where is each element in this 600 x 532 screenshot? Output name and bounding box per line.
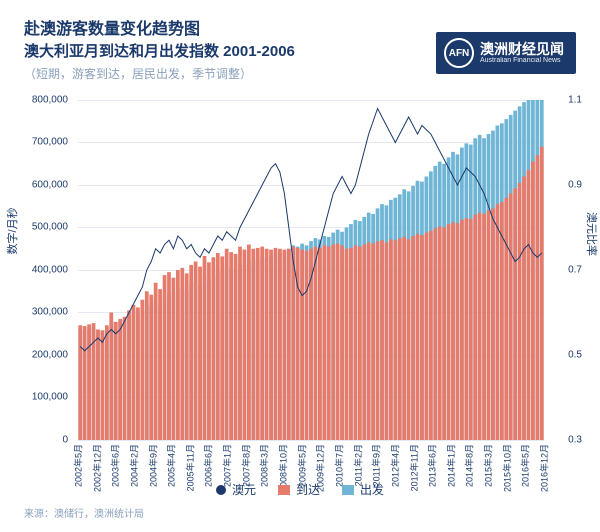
y-left-tick: 300,000 bbox=[18, 307, 68, 318]
legend: 澳元 到达 出发 bbox=[0, 481, 600, 498]
y-left-axis: 0100,000200,000300,000400,000500,000600,… bbox=[18, 100, 78, 440]
y-right-title: 澳元比率 bbox=[584, 212, 600, 256]
brand-logo: AFN 澳洲财经见闻 Australian Financial News bbox=[436, 32, 576, 74]
chart-container: 赴澳游客数量变化趋势图 澳大利亚月到达和月出发指数 2001-2006 （短期，… bbox=[0, 0, 600, 532]
y-left-tick: 600,000 bbox=[18, 179, 68, 190]
legend-item: 澳元 bbox=[216, 481, 256, 498]
y-left-tick: 400,000 bbox=[18, 264, 68, 275]
y-right-tick: 0.3 bbox=[568, 434, 582, 445]
legend-item: 出发 bbox=[342, 481, 384, 498]
legend-swatch bbox=[216, 485, 226, 495]
logo-cn: 澳洲财经见闻 bbox=[480, 42, 564, 57]
x-axis: 2002年5月2002年12月2003年6月2004年2月2004年9月2005… bbox=[78, 440, 544, 520]
logo-en: Australian Financial News bbox=[480, 57, 564, 64]
y-left-tick: 800,000 bbox=[18, 94, 68, 105]
y-right-tick: 0.5 bbox=[568, 349, 582, 360]
legend-label: 澳元 bbox=[232, 481, 256, 498]
y-left-tick: 0 bbox=[18, 434, 68, 445]
legend-swatch bbox=[278, 485, 290, 495]
y-right-axis: 0.30.50.70.91.1 bbox=[542, 100, 582, 440]
plot-area: 数字/月秒 澳元比率 0100,000200,000300,000400,000… bbox=[24, 100, 576, 440]
logo-text: 澳洲财经见闻 Australian Financial News bbox=[480, 42, 564, 64]
y-left-tick: 200,000 bbox=[18, 349, 68, 360]
y-right-tick: 0.9 bbox=[568, 179, 582, 190]
x-tick: 2011年9月 bbox=[370, 444, 383, 486]
legend-swatch bbox=[342, 485, 354, 495]
legend-label: 出发 bbox=[360, 481, 384, 498]
line-svg bbox=[78, 100, 544, 440]
y-right-tick: 0.7 bbox=[568, 264, 582, 275]
bars-layer bbox=[78, 100, 544, 440]
source-text: 来源：澳储行，澳洲统计局 bbox=[24, 505, 144, 520]
legend-item: 到达 bbox=[278, 481, 320, 498]
legend-label: 到达 bbox=[296, 481, 320, 498]
x-tick: 2011年2月 bbox=[351, 444, 364, 486]
y-right-tick: 1.1 bbox=[568, 94, 582, 105]
logo-badge: AFN bbox=[444, 38, 474, 68]
y-left-tick: 700,000 bbox=[18, 137, 68, 148]
y-left-tick: 500,000 bbox=[18, 222, 68, 233]
y-left-tick: 100,000 bbox=[18, 392, 68, 403]
